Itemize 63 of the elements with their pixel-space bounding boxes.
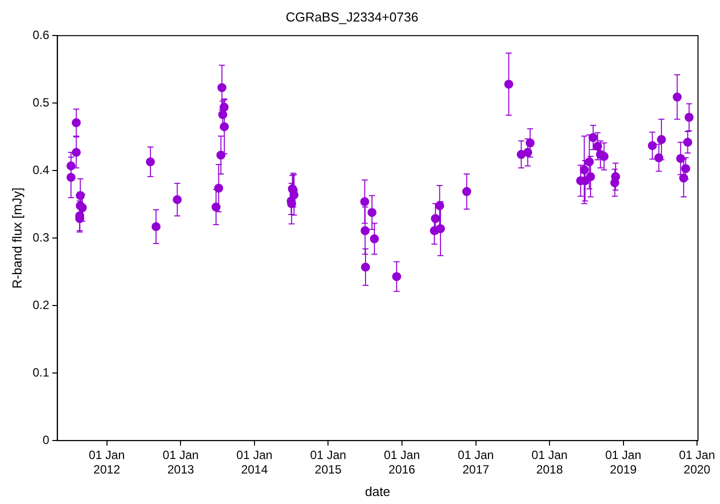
point — [146, 157, 155, 166]
x-tick-label: 01 Jan 2019 — [605, 448, 642, 477]
y-tick-label: 0 — [42, 432, 50, 447]
point — [586, 172, 596, 182]
point — [172, 195, 182, 204]
point — [220, 122, 229, 132]
point — [66, 161, 76, 170]
point — [436, 224, 445, 234]
x-axis-title: date — [364, 484, 390, 499]
point — [462, 187, 472, 196]
point — [220, 102, 229, 112]
point — [214, 184, 224, 193]
x-tick-label: 01 Jan 2015 — [310, 448, 346, 477]
point — [360, 197, 370, 206]
point — [580, 165, 589, 174]
point — [654, 153, 664, 162]
point — [216, 150, 226, 160]
x-tick-label: 01 Jan 2020 — [678, 448, 716, 477]
point — [392, 272, 402, 282]
point — [584, 157, 594, 166]
x-tick-label: 01 Jan 2017 — [458, 448, 494, 477]
point — [217, 83, 226, 92]
point — [430, 214, 440, 224]
y-tick-label: 0.6 — [32, 28, 50, 42]
point — [672, 92, 682, 102]
point — [588, 133, 598, 142]
y-axis-title: R-band flux [mJy] — [9, 188, 24, 289]
point — [66, 172, 76, 182]
point — [656, 135, 666, 144]
point — [361, 262, 370, 272]
x-tick-label: 01 Jan 2013 — [162, 448, 199, 477]
point — [504, 80, 514, 89]
point — [72, 118, 81, 128]
y-tick-label: 0.3 — [32, 230, 50, 244]
x-tick-label: 01 Jan 2014 — [236, 448, 272, 477]
point — [683, 138, 692, 147]
point — [523, 148, 532, 157]
point — [212, 202, 221, 212]
x-tick-label: 01 Jan 2018 — [532, 448, 568, 477]
point — [152, 222, 161, 232]
y-tick-label: 0.4 — [32, 162, 50, 177]
y-tick-label: 0.1 — [32, 365, 50, 380]
point — [648, 141, 657, 150]
chart-title: CGRaBS_J2334+0736 — [286, 9, 418, 24]
point — [684, 112, 694, 122]
y-tick-label: 0.2 — [32, 298, 50, 312]
point — [611, 172, 620, 182]
point — [72, 148, 81, 157]
point — [593, 142, 602, 151]
point — [76, 191, 85, 200]
point — [679, 174, 688, 183]
point — [360, 226, 370, 236]
point — [370, 234, 379, 244]
x-tick-label: 01 Jan 2012 — [88, 448, 125, 477]
point — [367, 208, 376, 217]
x-tick-label: 01 Jan 2016 — [384, 448, 420, 477]
point — [676, 154, 686, 163]
point — [600, 152, 609, 161]
point — [526, 138, 535, 148]
point — [218, 110, 228, 120]
point — [681, 164, 690, 174]
point — [435, 201, 444, 210]
y-tick-label: 0.5 — [32, 95, 50, 110]
